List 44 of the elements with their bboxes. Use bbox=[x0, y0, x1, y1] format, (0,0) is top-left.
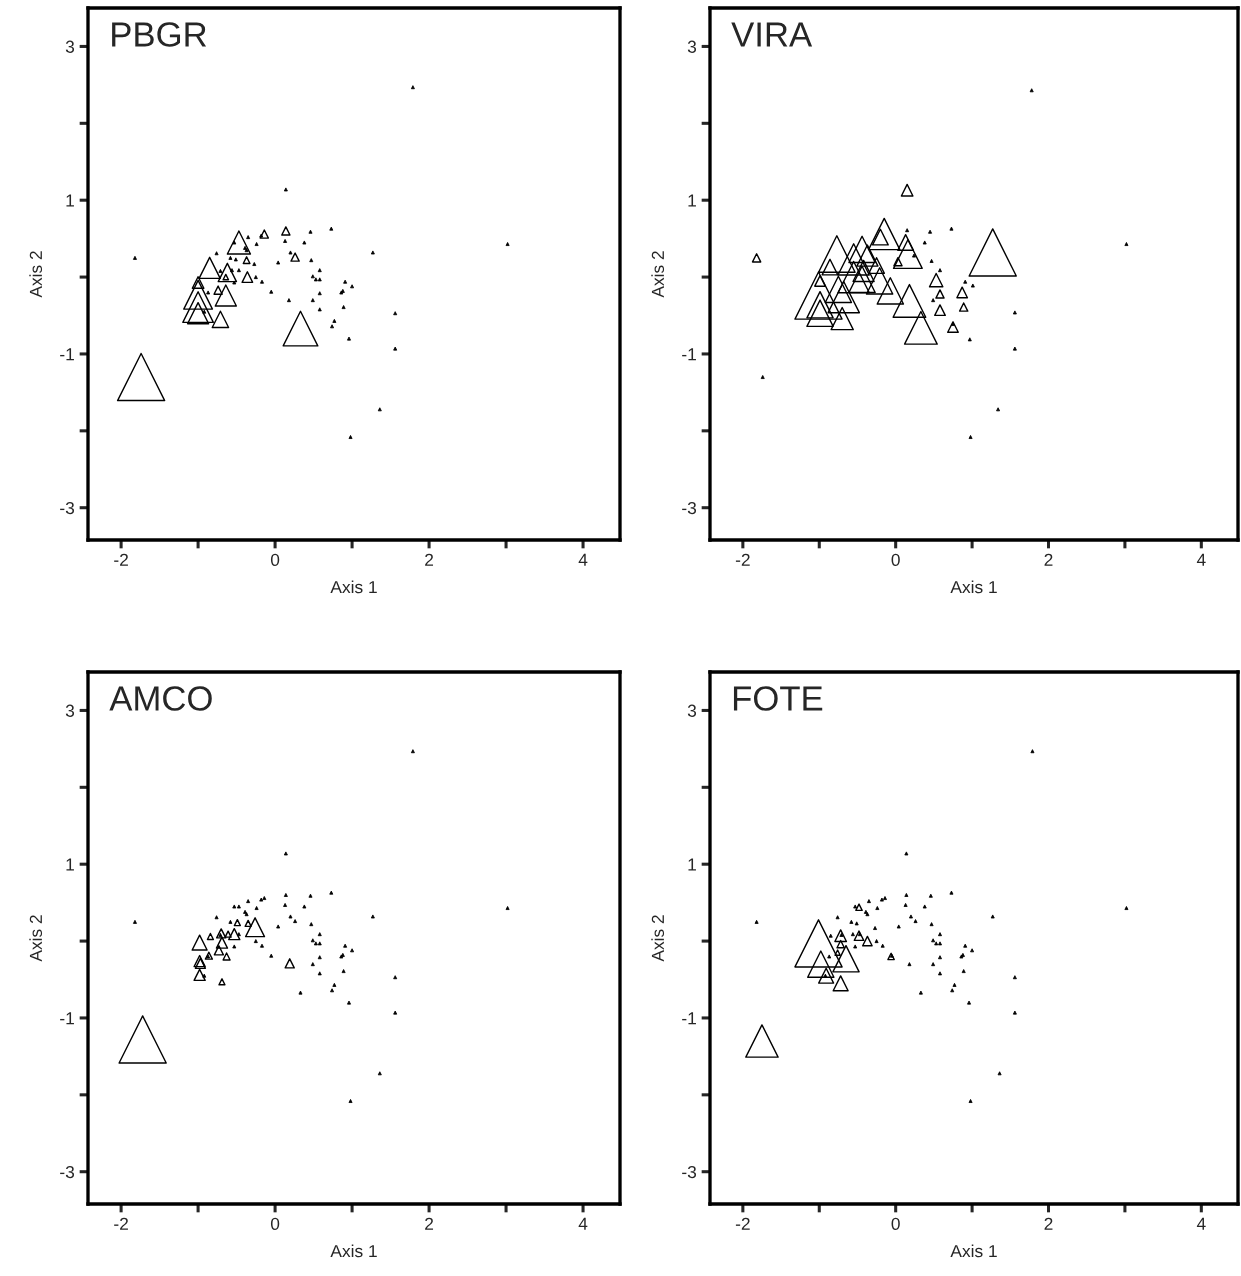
y-tick-label: 3 bbox=[687, 40, 697, 53]
chart-title: VIRA bbox=[731, 22, 813, 47]
x-tick-label: -2 bbox=[735, 1217, 750, 1230]
x-axis-title: Axis 1 bbox=[330, 580, 377, 594]
y-tick-label: -3 bbox=[60, 501, 75, 515]
x-tick-label: -2 bbox=[114, 553, 128, 566]
y-tick-label: 3 bbox=[65, 704, 75, 717]
y-tick-label: -3 bbox=[60, 1165, 75, 1179]
y-tick-label: 1 bbox=[688, 858, 696, 871]
x-tick-label: 0 bbox=[891, 1217, 900, 1230]
x-tick-label: 4 bbox=[1196, 553, 1206, 566]
chart-title: AMCO bbox=[109, 686, 212, 711]
y-axis-title: Axis 2 bbox=[651, 915, 665, 962]
x-axis-title: Axis 1 bbox=[950, 580, 997, 594]
y-tick-label: 1 bbox=[66, 858, 74, 871]
x-tick-label: -2 bbox=[735, 553, 750, 566]
x-tick-label: 2 bbox=[1044, 553, 1053, 566]
x-tick-label: 0 bbox=[270, 553, 280, 566]
x-tick-label: 4 bbox=[578, 1217, 588, 1230]
y-axis-title: Axis 2 bbox=[29, 915, 43, 962]
x-tick-label: 2 bbox=[425, 553, 434, 566]
x-axis-title: Axis 1 bbox=[950, 1244, 997, 1258]
y-axis-title: Axis 2 bbox=[651, 251, 665, 298]
x-tick-label: 2 bbox=[425, 1217, 434, 1230]
y-tick-label: 1 bbox=[688, 194, 696, 207]
y-tick-label: -1 bbox=[682, 348, 696, 361]
x-tick-label: 2 bbox=[1044, 1217, 1053, 1230]
y-tick-label: -1 bbox=[682, 1012, 696, 1025]
x-tick-label: 4 bbox=[1196, 1217, 1206, 1230]
x-axis-title: Axis 1 bbox=[330, 1244, 377, 1258]
y-tick-label: 3 bbox=[65, 40, 75, 53]
y-axis-title: Axis 2 bbox=[29, 251, 43, 298]
chart-title: PBGR bbox=[112, 22, 207, 47]
y-tick-label: 3 bbox=[687, 704, 697, 717]
x-tick-label: 4 bbox=[578, 553, 588, 566]
y-tick-label: -1 bbox=[60, 1012, 74, 1025]
x-tick-label: 0 bbox=[270, 1217, 280, 1230]
y-tick-label: -3 bbox=[682, 501, 697, 515]
x-tick-label: 0 bbox=[891, 553, 900, 566]
x-tick-label: -2 bbox=[114, 1217, 128, 1230]
y-tick-label: -3 bbox=[682, 1165, 697, 1179]
y-tick-label: 1 bbox=[66, 194, 74, 207]
chart-title: FOTE bbox=[733, 686, 823, 711]
y-tick-label: -1 bbox=[60, 348, 74, 361]
